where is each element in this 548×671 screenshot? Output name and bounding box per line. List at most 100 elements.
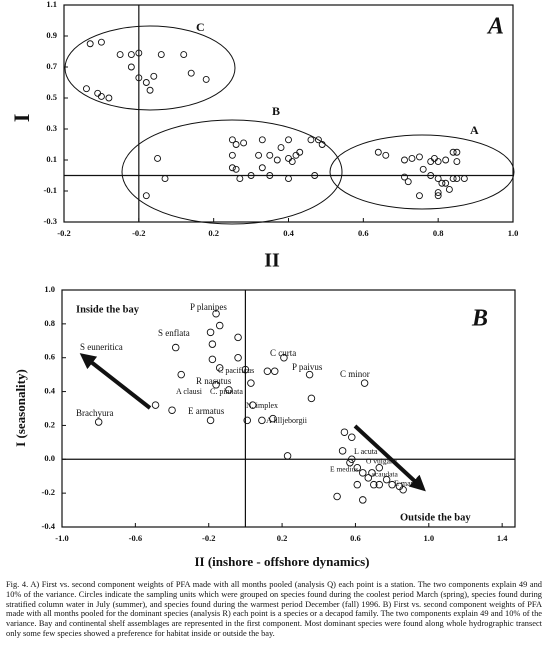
annotation: C. pinnata [210, 387, 243, 396]
point [258, 164, 266, 172]
annotation: P paivus [292, 362, 323, 372]
point [434, 158, 442, 166]
point [171, 343, 180, 352]
point [266, 172, 274, 179]
annotation: C [196, 20, 205, 34]
x-tick-label: 0.8 [433, 228, 444, 238]
annotation: E marina [394, 479, 424, 488]
point [449, 175, 457, 183]
point [258, 136, 266, 144]
arrow [79, 353, 152, 410]
point [228, 151, 236, 159]
point [296, 148, 304, 156]
y-tick-label: 0.2 [44, 419, 55, 429]
annotation: B [272, 104, 280, 118]
y-tick-label: -0.4 [42, 521, 56, 531]
point [105, 94, 113, 102]
point [453, 148, 461, 156]
point [442, 179, 450, 187]
point [305, 370, 314, 379]
point [434, 192, 442, 200]
annotation: N. implex [246, 401, 278, 410]
point [248, 401, 257, 409]
point [232, 141, 240, 148]
y-tick-label: -0.2 [42, 487, 55, 497]
y-tick-label: 0.0 [44, 453, 55, 463]
point [399, 486, 407, 494]
point [135, 49, 143, 57]
point [364, 474, 373, 482]
point [215, 364, 224, 372]
point [368, 469, 376, 477]
point [270, 367, 279, 376]
point [232, 165, 240, 173]
point [127, 63, 135, 71]
point [94, 89, 102, 97]
point [135, 74, 143, 82]
point [116, 51, 124, 59]
annotation: C pacificus [218, 366, 254, 375]
point [86, 40, 94, 48]
point [161, 175, 169, 183]
annotation: O vulgaris [366, 457, 398, 466]
point [285, 154, 292, 162]
point [285, 175, 292, 183]
point [234, 333, 242, 342]
x-axis-title: II (inshore - offshore dynamics) [194, 554, 369, 569]
point [348, 433, 356, 442]
point [127, 51, 135, 59]
point [438, 179, 446, 187]
point [460, 175, 468, 183]
y-tick-label: 0.9 [46, 30, 57, 40]
plot-frame [63, 4, 514, 223]
y-tick-label: 1.0 [44, 284, 55, 294]
y-tick-label: -0.3 [44, 216, 57, 226]
annotation: E armatus [188, 406, 225, 416]
annotation: C minor [340, 369, 370, 379]
annotation: P planipes [190, 302, 227, 312]
point [151, 401, 160, 409]
point [247, 172, 255, 179]
point [241, 365, 250, 374]
x-tick-label: 0.6 [350, 533, 361, 543]
point [453, 158, 461, 166]
point [375, 480, 384, 489]
point [416, 153, 423, 161]
group-ellipse [64, 25, 236, 111]
point [359, 496, 367, 504]
figure-caption: Fig. 4. A) First vs. second component we… [6, 580, 542, 638]
point [307, 394, 316, 403]
point [404, 178, 412, 186]
point [215, 321, 224, 330]
x-tick-label: -1.0 [55, 533, 68, 543]
y-tick-label: 1.1 [46, 0, 57, 9]
point [263, 367, 272, 376]
point [168, 406, 176, 414]
point [370, 480, 378, 489]
point [333, 492, 341, 501]
point [311, 172, 319, 179]
y-tick-label: 0.4 [44, 386, 55, 396]
point [234, 353, 242, 362]
annotation: S enflata [158, 328, 190, 338]
annotation: A clausi [176, 387, 203, 396]
point [258, 416, 266, 425]
point [225, 386, 233, 394]
point [427, 158, 435, 166]
x-tick-label: 1.0 [508, 228, 519, 238]
point [430, 154, 438, 162]
point [202, 75, 210, 83]
x-tick-label: 1.0 [423, 533, 434, 543]
point [94, 418, 103, 426]
point [269, 414, 277, 423]
x-tick-label: 0.4 [283, 228, 294, 238]
point [434, 175, 442, 183]
annotation: E medius [330, 465, 358, 474]
point [142, 192, 150, 200]
point [434, 189, 442, 197]
y-tick-label: 0.6 [44, 352, 55, 362]
point [374, 148, 382, 156]
annotation: A [470, 123, 479, 137]
group-ellipse [329, 134, 515, 210]
point [408, 154, 416, 162]
